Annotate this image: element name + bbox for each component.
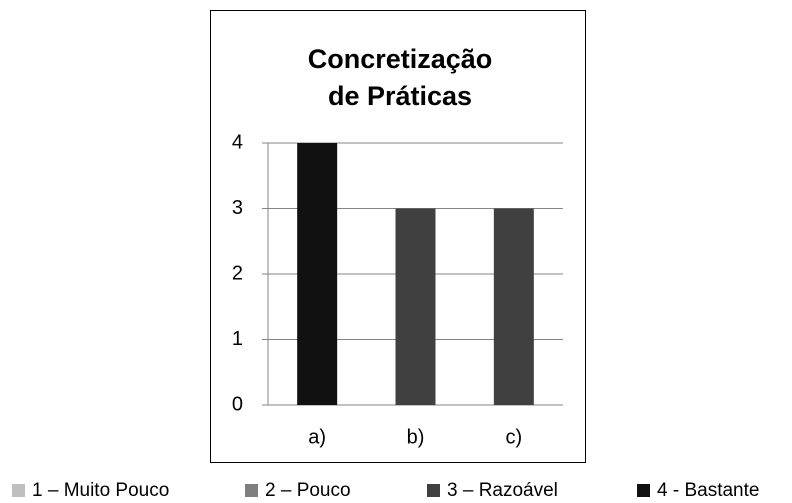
x-tick-label: c)	[505, 426, 522, 448]
x-tick-label: a)	[308, 426, 326, 448]
legend-label: 4 - Bastante	[657, 480, 759, 501]
legend-swatch	[427, 484, 440, 497]
y-tick-label: 3	[232, 197, 243, 219]
bar	[493, 208, 534, 405]
bar	[395, 208, 436, 405]
y-tick-label: 0	[232, 393, 243, 415]
legend-label: 1 – Muito Pouco	[32, 480, 169, 501]
chart-title: Concretização	[308, 44, 493, 74]
x-tick-label: b)	[407, 426, 425, 448]
y-tick-label: 1	[232, 328, 243, 350]
legend-label: 3 – Razoável	[447, 480, 558, 501]
bar	[297, 143, 338, 405]
legend-swatch	[12, 484, 25, 497]
legend-swatch	[637, 484, 650, 497]
y-tick-label: 4	[232, 131, 243, 153]
y-tick-label: 2	[232, 262, 243, 284]
legend-label: 2 – Pouco	[265, 480, 351, 501]
legend-swatch	[245, 484, 258, 497]
chart-title: de Práticas	[328, 81, 472, 111]
